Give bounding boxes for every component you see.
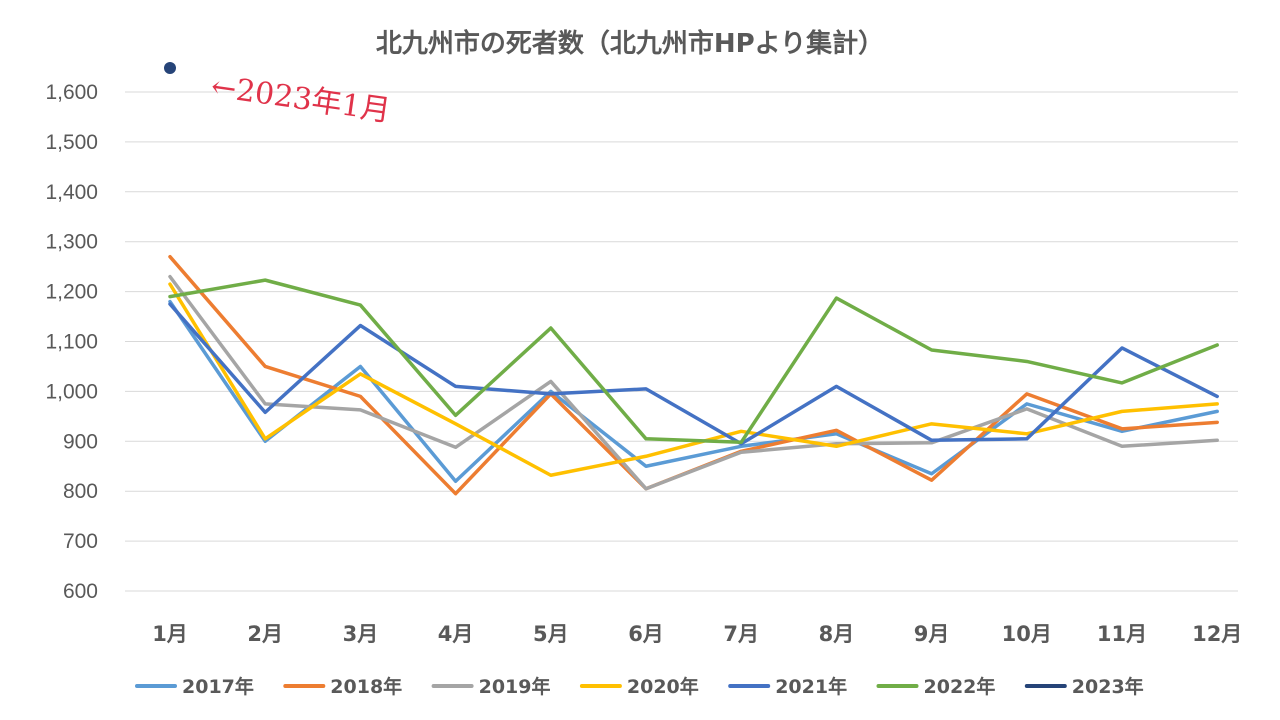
x-tick-label: 1月 <box>152 622 188 646</box>
x-tick-label: 2月 <box>247 622 283 646</box>
annotation-2023-jan: ←2023年1月 <box>209 69 393 129</box>
data-point-2023年 <box>164 62 176 75</box>
x-tick-label: 10月 <box>1002 622 1052 646</box>
y-tick-label: 1,300 <box>45 231 98 254</box>
x-tick-label: 11月 <box>1097 622 1147 646</box>
series-line-2019年 <box>168 274 1219 491</box>
y-tick-label: 800 <box>63 480 98 503</box>
legend-label: 2021年 <box>775 675 847 698</box>
x-tick-label: 12月 <box>1192 622 1242 646</box>
series-line-2022年 <box>168 278 1219 445</box>
x-tick-label: 6月 <box>628 622 664 646</box>
legend-label: 2020年 <box>627 675 699 698</box>
x-tick-label: 4月 <box>438 622 474 646</box>
series-line-2021年 <box>168 302 1219 446</box>
y-tick-label: 1,000 <box>45 380 98 403</box>
y-tick-label: 1,100 <box>45 331 98 354</box>
x-tick-label: 8月 <box>819 622 855 646</box>
y-tick-label: 1,500 <box>45 131 98 154</box>
legend-label: 2023年 <box>1072 675 1144 698</box>
y-tick-label: 900 <box>63 430 98 453</box>
x-tick-label: 5月 <box>533 622 569 646</box>
chart-title: 北九州市の死者数（北九州市HPより集計） <box>376 28 884 59</box>
y-tick-label: 1,600 <box>45 81 98 104</box>
y-tick-label: 700 <box>63 530 98 553</box>
y-tick-label: 1,400 <box>45 181 98 204</box>
series-line-2018年 <box>168 254 1219 496</box>
legend-label: 2017年 <box>182 675 254 698</box>
series-line-2020年 <box>168 282 1219 477</box>
x-tick-label: 7月 <box>723 622 759 646</box>
x-tick-label: 3月 <box>343 622 379 646</box>
legend-label: 2018年 <box>330 675 402 698</box>
x-tick-label: 9月 <box>914 622 950 646</box>
series-line-2017年 <box>168 299 1219 483</box>
legend-label: 2022年 <box>924 675 996 698</box>
legend-label: 2019年 <box>479 675 551 698</box>
y-tick-label: 1,200 <box>45 281 98 304</box>
y-tick-label: 600 <box>63 580 98 603</box>
